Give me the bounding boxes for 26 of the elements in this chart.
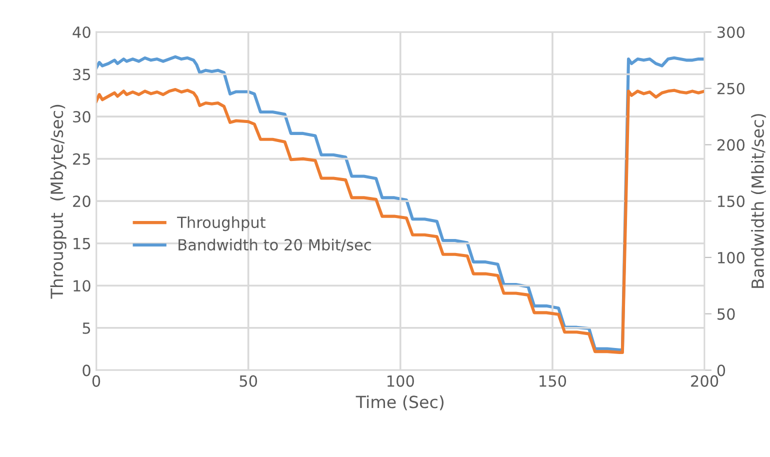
x-tick-label: 50: [240, 375, 258, 387]
y-tick-label: 10: [74, 280, 90, 292]
y2-tick-label: 250: [717, 82, 744, 94]
y-tick-label: 25: [73, 153, 90, 165]
x-tick-label: 0: [92, 375, 100, 387]
y-tick-label: 5: [82, 322, 90, 334]
y2-tick-label: 300: [718, 26, 744, 38]
y2-tick-label: 150: [718, 196, 744, 208]
x-tick-label: 100: [387, 375, 414, 387]
y2-tick-label: 200: [717, 139, 744, 151]
y-tick-label: 15: [74, 238, 90, 250]
y-tick-label: 35: [73, 68, 90, 80]
y-tick-label: 20: [73, 196, 90, 208]
legend-label: Bandwidth to 20 Mbit/sec: [178, 238, 371, 252]
x-tick-label: 200: [691, 375, 718, 387]
y2-tick-label: 100: [718, 252, 744, 264]
x-tick-label: 150: [540, 375, 566, 387]
y2-tick-label: 50: [718, 308, 735, 320]
y2-tick-label: 0: [717, 364, 726, 376]
legend-label: Throughput: [177, 216, 266, 232]
y-tick-label: 30: [73, 111, 90, 123]
y-tick-label: 0: [82, 364, 90, 376]
y-axis-title: Througput (Mbyte/sec): [50, 104, 66, 299]
y-tick-label: 40: [72, 26, 90, 38]
x-axis-title: Time (Sec): [356, 395, 444, 410]
y2-axis-title: Bandwidth (Mbit/sec): [751, 114, 766, 288]
